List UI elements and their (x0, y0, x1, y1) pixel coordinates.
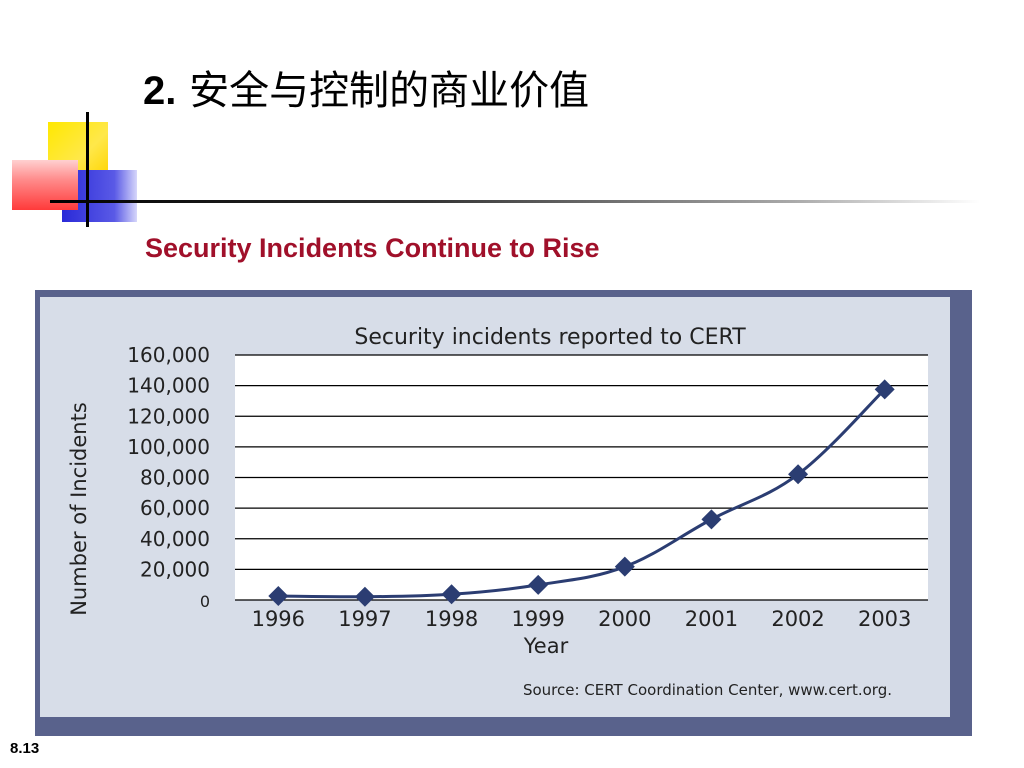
chart-title: Security incidents reported to CERT (354, 325, 746, 350)
y-tick-label: 60,000 (140, 496, 210, 520)
y-tick-label: 40,000 (140, 527, 210, 551)
x-tick-label: 1997 (338, 607, 391, 631)
y-tick-label: 20,000 (140, 557, 210, 581)
y-tick-label: 120,000 (127, 404, 210, 428)
x-tick-label: 2001 (685, 607, 738, 631)
y-axis-label: Number of Incidents (67, 402, 91, 616)
y-tick-label: 140,000 (127, 374, 210, 398)
slide-subtitle: Security Incidents Continue to Rise (145, 233, 600, 263)
x-tick-label: 1996 (252, 607, 305, 631)
data-point (268, 586, 289, 607)
slide-title: 2. 安全与控制的商业价值 (143, 58, 589, 116)
y-tick-label: 160,000 (127, 343, 210, 367)
data-markers (268, 379, 895, 607)
y-tick-label: 100,000 (127, 435, 210, 459)
data-point (701, 509, 722, 530)
data-point (528, 574, 549, 595)
gridlines (235, 354, 928, 601)
slide-title-number: 2. (143, 69, 177, 113)
vertical-rule (86, 112, 89, 227)
y-tick-label: 0 (200, 592, 210, 611)
data-point (788, 464, 809, 485)
x-tick-label: 2000 (598, 607, 651, 631)
data-point (874, 379, 895, 400)
data-point (441, 584, 462, 605)
chart-source: Source: CERT Coordination Center, www.ce… (523, 681, 892, 699)
horizontal-rule (50, 200, 980, 203)
x-axis-label: Year (523, 634, 569, 658)
incidents-chart: Security incidents reported to CERT 0 20,… (67, 325, 928, 699)
data-point (354, 586, 375, 607)
x-tick-label: 1998 (425, 607, 478, 631)
x-tick-label: 1999 (511, 607, 564, 631)
data-point (614, 556, 635, 577)
page-number: 8.13 (10, 740, 40, 757)
slide-title-text: 安全与控制的商业价值 (189, 68, 590, 114)
y-tick-labels: 0 20,000 40,000 60,000 80,000 100,000 120,000 1… (127, 343, 210, 611)
x-tick-label: 2003 (858, 607, 911, 631)
x-tick-label: 2002 (771, 607, 824, 631)
x-tick-labels: 1996 1997 1998 1999 2000 2001 2002 2003 (252, 607, 912, 631)
y-tick-label: 80,000 (140, 466, 210, 490)
